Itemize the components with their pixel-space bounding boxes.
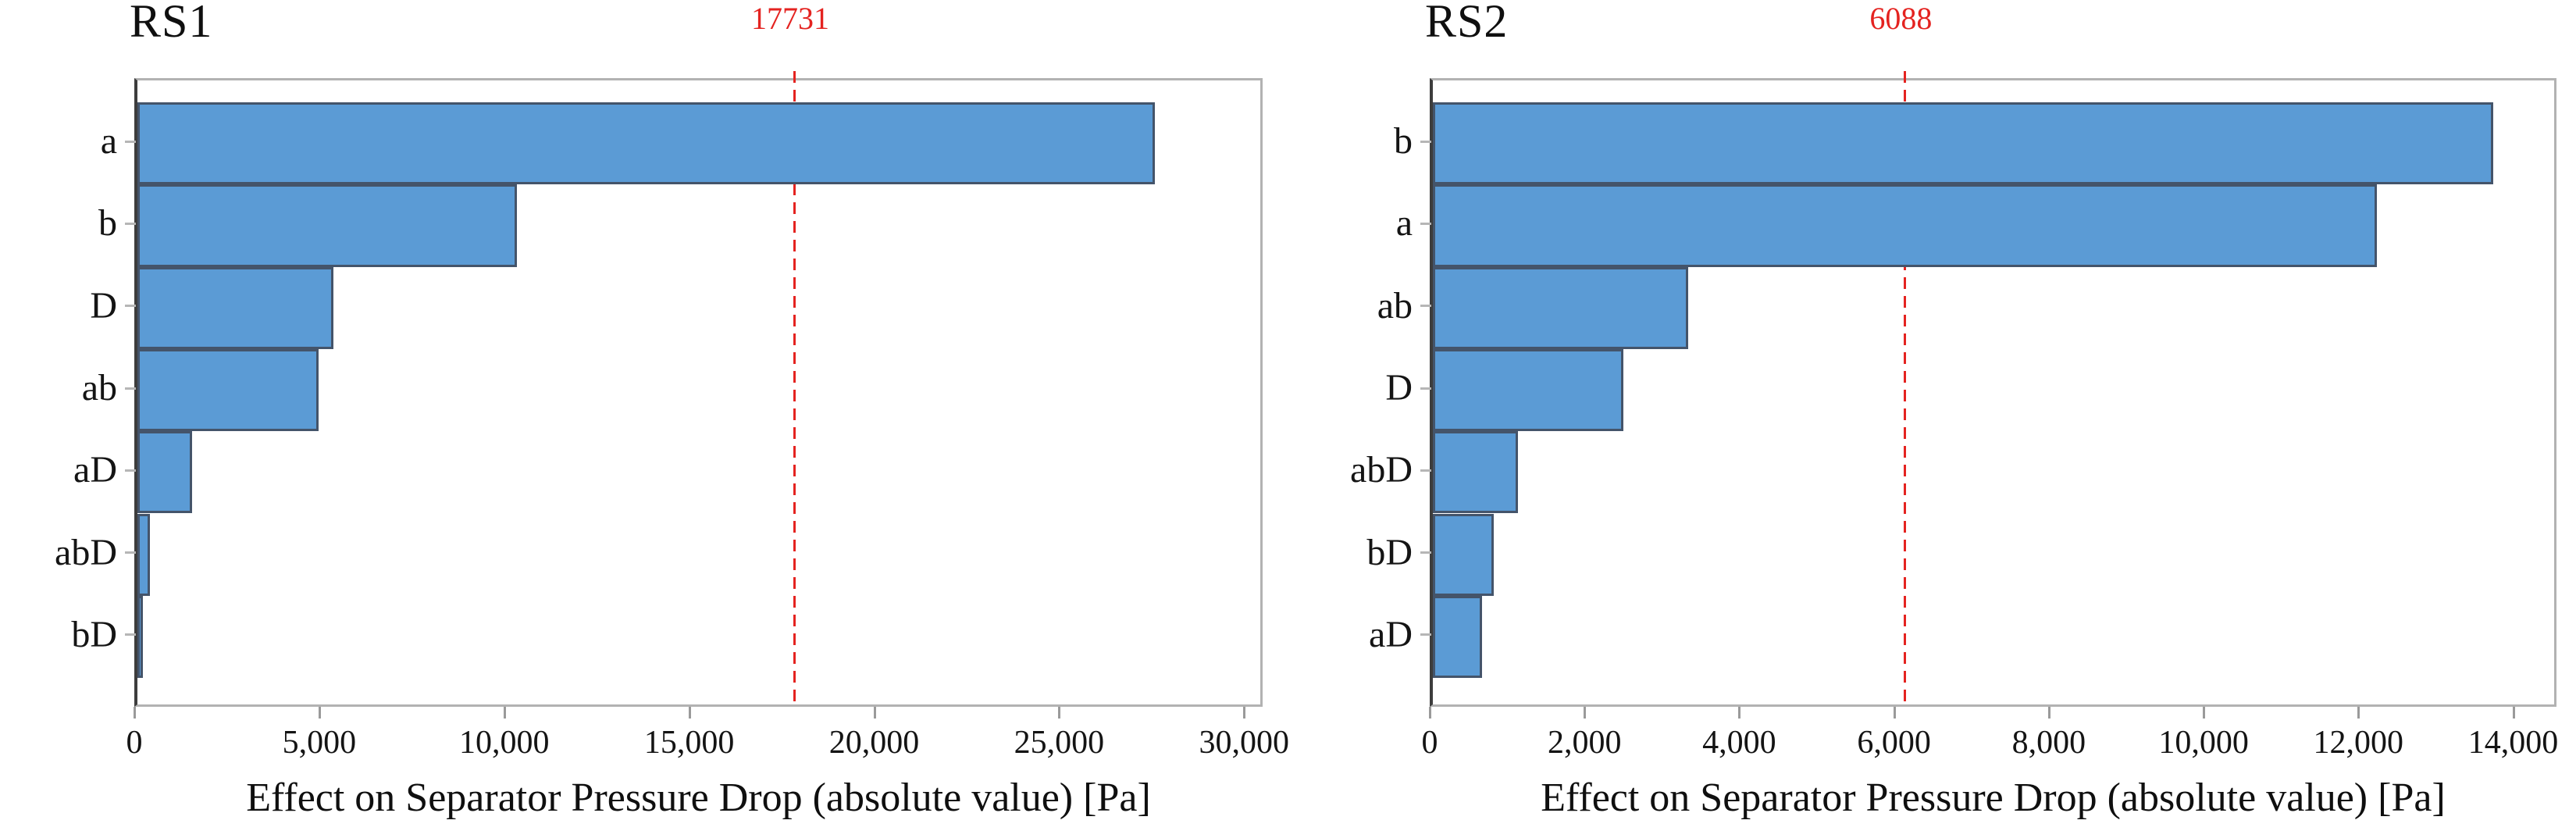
category-label: D — [1385, 367, 1413, 409]
reference-line — [793, 71, 796, 704]
category-tick — [1420, 305, 1431, 308]
x-tick — [1243, 707, 1246, 719]
reference-line — [1904, 71, 1907, 704]
x-tick — [873, 707, 876, 719]
x-tick-label: 4,000 — [1702, 725, 1776, 761]
category-tick — [125, 222, 136, 225]
x-tick-label: 0 — [126, 725, 143, 761]
x-tick-label: 5,000 — [282, 725, 357, 761]
category-label: b — [1394, 120, 1413, 162]
x-tick — [2512, 707, 2515, 719]
x-tick — [1584, 707, 1587, 719]
category-tick — [125, 305, 136, 308]
x-tick-label: 20,000 — [828, 725, 920, 761]
chart-rs2: RS2 6088 Effect on Separator Pressure Dr… — [1312, 0, 2576, 838]
x-tick — [134, 707, 136, 719]
bar — [1433, 184, 2378, 267]
x-tick-label: 8,000 — [2011, 725, 2086, 761]
category-tick — [125, 551, 136, 555]
x-tick-label: 6,000 — [1857, 725, 1931, 761]
x-axis-label: Effect on Separator Pressure Drop (absol… — [246, 776, 1151, 820]
category-tick — [1420, 551, 1431, 555]
x-tick-label: 10,000 — [2158, 725, 2249, 761]
category-tick — [1420, 387, 1431, 390]
bar — [1433, 102, 2493, 185]
chart-title: RS2 — [1425, 0, 1509, 47]
x-tick — [503, 707, 506, 719]
chart-rs1: RS1 17731 Effect on Separator Pressure D… — [55, 0, 1289, 820]
x-tick-label: 0 — [1421, 725, 1438, 761]
category-tick — [125, 387, 136, 390]
x-tick — [2203, 707, 2206, 719]
category-label: abD — [55, 531, 117, 573]
bar — [137, 348, 319, 432]
plot-area — [134, 71, 1263, 707]
x-tick — [318, 707, 321, 719]
category-label: ab — [1377, 284, 1413, 326]
bar — [137, 102, 1155, 185]
category-tick — [1420, 469, 1431, 472]
bar — [137, 431, 192, 514]
category-label: b — [98, 202, 117, 244]
x-axis-label: Effect on Separator Pressure Drop (absol… — [1541, 776, 2446, 820]
reference-line-label: 17731 — [751, 1, 830, 36]
category-label: bD — [71, 613, 117, 655]
bar — [1433, 348, 1623, 432]
x-tick-label: 2,000 — [1547, 725, 1622, 761]
x-tick — [2047, 707, 2050, 719]
category-label: aD — [1369, 613, 1413, 655]
bar — [137, 513, 150, 596]
bar — [1433, 595, 1483, 679]
category-label: D — [90, 284, 117, 326]
bar — [1433, 266, 1689, 349]
reference-line-label: 6088 — [1869, 1, 1933, 36]
category-tick — [1420, 140, 1431, 143]
category-tick — [125, 633, 136, 637]
category-label: bD — [1366, 531, 1413, 573]
x-tick — [1893, 707, 1896, 719]
bar — [137, 266, 334, 349]
x-tick — [1738, 707, 1741, 719]
category-label: abD — [1350, 449, 1413, 491]
x-tick-label: 25,000 — [1014, 725, 1105, 761]
x-tick — [1058, 707, 1061, 719]
x-tick — [1429, 707, 1431, 719]
category-tick — [125, 469, 136, 472]
bar — [1433, 431, 1519, 514]
category-label: a — [100, 120, 117, 162]
x-tick — [688, 707, 691, 719]
bar — [137, 184, 517, 267]
category-label: a — [1395, 202, 1413, 244]
category-label: ab — [81, 367, 117, 409]
chart-title: RS1 — [130, 0, 213, 47]
category-label: aD — [73, 449, 117, 491]
x-tick-label: 15,000 — [643, 725, 735, 761]
bar — [137, 595, 143, 679]
plot-area — [1430, 71, 2556, 707]
x-tick-label: 10,000 — [459, 725, 550, 761]
category-tick — [1420, 222, 1431, 225]
category-tick — [1420, 633, 1431, 637]
category-tick — [125, 140, 136, 143]
x-tick-label: 14,000 — [2467, 725, 2559, 761]
x-tick — [2357, 707, 2360, 719]
x-tick-label: 30,000 — [1199, 725, 1290, 761]
bar — [1433, 513, 1495, 596]
x-tick-label: 12,000 — [2313, 725, 2404, 761]
